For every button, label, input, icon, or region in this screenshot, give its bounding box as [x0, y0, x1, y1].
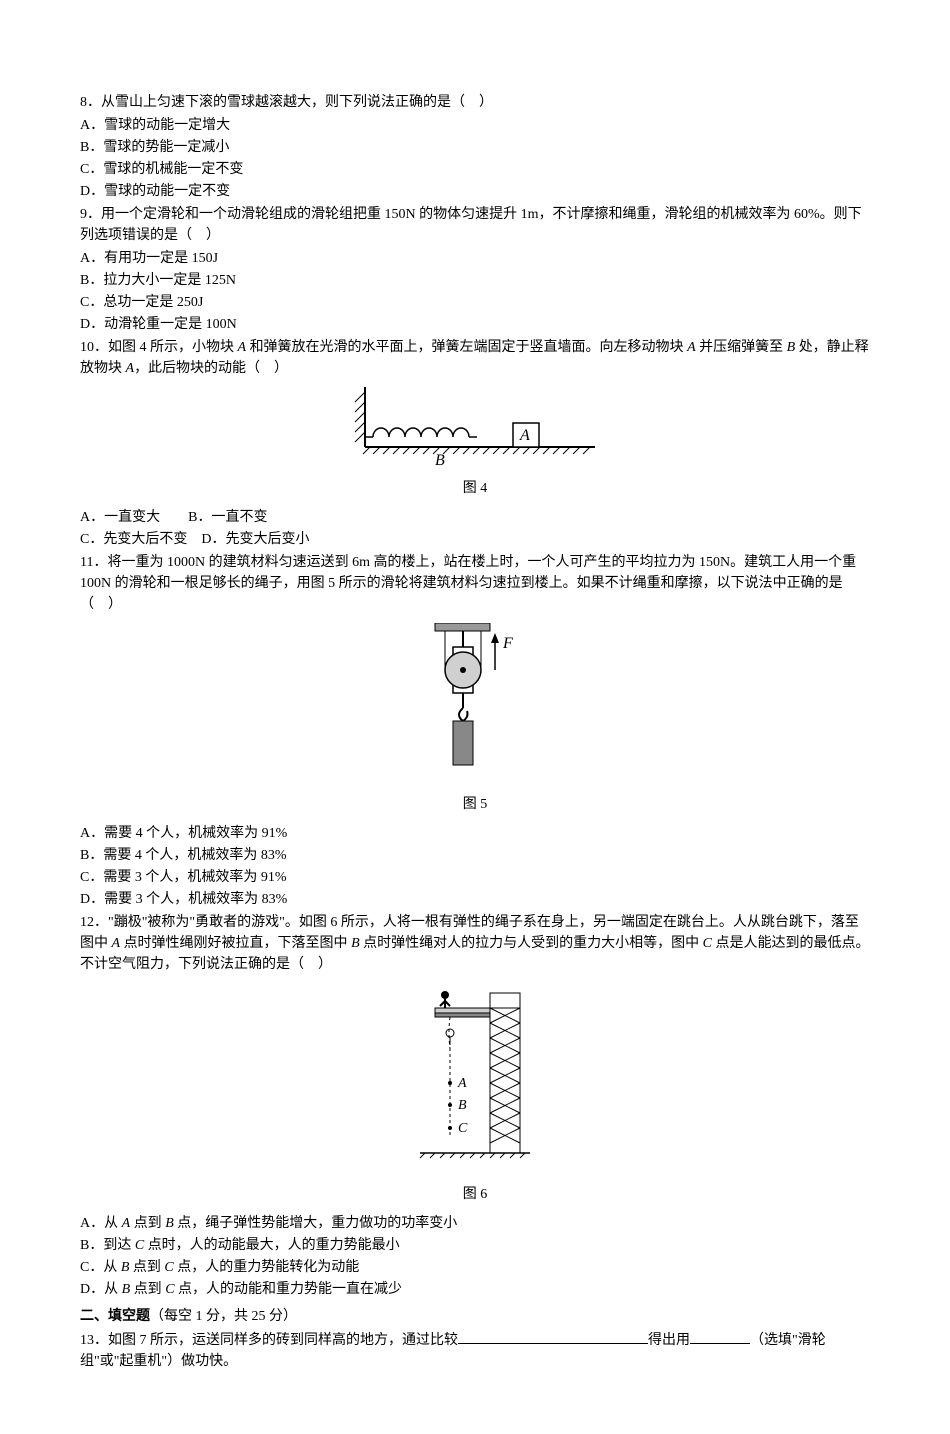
- q12-labA: A: [112, 936, 121, 951]
- q12-a-pre: A．从: [80, 1216, 122, 1231]
- q8-opt-b: B．雪球的势能一定减小: [80, 137, 870, 158]
- q10-A3: A: [126, 361, 135, 376]
- q10-B1: B: [787, 340, 796, 355]
- q11-opt-a: A．需要 4 个人，机械效率为 91%: [80, 823, 870, 844]
- q12-a-B: B: [165, 1216, 174, 1231]
- q10-opt-a: A．一直变大: [80, 510, 160, 525]
- q11-stem: 11．将一重为 1000N 的建筑材料匀速运送到 6m 高的楼上，站在楼上时，一…: [80, 552, 870, 615]
- q12-c-post: 点，人的重力势能转化为动能: [174, 1260, 360, 1275]
- section2-title: 二、填空题: [80, 1309, 150, 1324]
- fig6-label-c: C: [458, 1121, 468, 1136]
- q12-a-A: A: [122, 1216, 131, 1231]
- q13-blank1[interactable]: [458, 1329, 648, 1344]
- figure-4: B A 图 4: [80, 387, 870, 499]
- q12-d-C: C: [165, 1282, 174, 1297]
- q10-opt-d: D．先变大后变小: [201, 532, 309, 547]
- q12-b-post: 点时，人的动能最大，人的重力势能最小: [144, 1238, 400, 1253]
- q9-opt-a: A．有用功一定是 150J: [80, 248, 870, 269]
- q12-opt-b: B．到达 C 点时，人的动能最大，人的重力势能最小: [80, 1235, 870, 1256]
- q12-b-pre: B．到达: [80, 1238, 135, 1253]
- q9-stem: 9．用一个定滑轮和一个动滑轮组成的滑轮组把重 150N 的物体匀速提升 1m，不…: [80, 204, 870, 246]
- q10-stem-mid2: 并压缩弹簧至: [696, 340, 787, 355]
- q12-d-mid: 点到: [130, 1282, 165, 1297]
- section2-paren: （每空 1 分，共 25 分）: [150, 1309, 297, 1324]
- fig4-label-a: A: [519, 427, 530, 444]
- q8-opt-d: D．雪球的动能一定不变: [80, 181, 870, 202]
- fig6-caption: 图 6: [80, 1184, 870, 1205]
- q11-opt-c: C．需要 3 个人，机械效率为 91%: [80, 867, 870, 888]
- q12-stem-mid2: 点时弹性绳对人的拉力与人受到的重力大小相等，图中: [360, 936, 703, 951]
- q12-c-C: C: [164, 1260, 173, 1275]
- q12-stem-mid1: 点时弹性绳刚好被拉直，下落至图中: [120, 936, 351, 951]
- q12-a-mid: 点到: [130, 1216, 165, 1231]
- q11-opt-b: B．需要 4 个人，机械效率为 83%: [80, 845, 870, 866]
- q12-labC: C: [703, 936, 712, 951]
- fig4-label-b: B: [435, 452, 445, 467]
- q12-opt-d: D．从 B 点到 C 点，人的动能和重力势能一直在减少: [80, 1279, 870, 1300]
- fig6-label-b: B: [458, 1098, 467, 1113]
- fig5-caption: 图 5: [80, 794, 870, 815]
- fig4-caption: 图 4: [80, 478, 870, 499]
- q10-opt-row2: C．先变大后不变 D．先变大后变小: [80, 529, 870, 550]
- q8-opt-c: C．雪球的机械能一定不变: [80, 159, 870, 180]
- q10-stem-post: ，此后物块的动能（ ）: [134, 361, 288, 376]
- q9-opt-d: D．动滑轮重一定是 100N: [80, 314, 870, 335]
- q12-c-pre: C．从: [80, 1260, 121, 1275]
- q12-stem: 12．"蹦极"被称为"勇敢者的游戏"。如图 6 所示，人将一根有弹性的绳子系在身…: [80, 912, 870, 975]
- q8-opt-a: A．雪球的动能一定增大: [80, 115, 870, 136]
- q13-blank2[interactable]: [690, 1329, 750, 1344]
- figure-5: F 图 5: [80, 623, 870, 815]
- q12-opt-c: C．从 B 点到 C 点，人的重力势能转化为动能: [80, 1257, 870, 1278]
- q12-opt-a: A．从 A 点到 B 点，绳子弹性势能增大，重力做功的功率变小: [80, 1213, 870, 1234]
- fig6-label-a: A: [457, 1076, 467, 1091]
- q10-A1: A: [238, 340, 247, 355]
- section-2-header: 二、填空题（每空 1 分，共 25 分）: [80, 1306, 870, 1327]
- q12-d-post: 点，人的动能和重力势能一直在减少: [175, 1282, 403, 1297]
- q12-c-mid: 点到: [129, 1260, 164, 1275]
- q9-opt-b: B．拉力大小一定是 125N: [80, 270, 870, 291]
- q13: 13．如图 7 所示，运送同样多的砖到同样高的地方，通过比较得出用（选填"滑轮组…: [80, 1329, 870, 1372]
- q12-a-post: 点，绳子弹性势能增大，重力做功的功率变小: [174, 1216, 458, 1231]
- fig5-label-f: F: [502, 635, 513, 652]
- q12-d-B: B: [122, 1282, 131, 1297]
- q10-stem-pre: 10．如图 4 所示，小物块: [80, 340, 238, 355]
- q10-stem: 10．如图 4 所示，小物块 A 和弹簧放在光滑的水平面上，弹簧左端固定于竖直墙…: [80, 337, 870, 379]
- figure-6: A B C 图 6: [80, 983, 870, 1205]
- q10-opt-row1: A．一直变大 B．一直不变: [80, 507, 870, 528]
- q10-A2: A: [687, 340, 696, 355]
- q8-stem: 8．从雪山上匀速下滚的雪球越滚越大，则下列说法正确的是（ ）: [80, 92, 870, 113]
- q13-pre: 13．如图 7 所示，运送同样多的砖到同样高的地方，通过比较: [80, 1333, 458, 1348]
- q10-opt-b: B．一直不变: [188, 510, 267, 525]
- q10-opt-c: C．先变大后不变: [80, 532, 187, 547]
- q10-stem-mid1: 和弹簧放在光滑的水平面上，弹簧左端固定于竖直墙面。向左移动物块: [246, 340, 687, 355]
- q12-b-C: C: [135, 1238, 144, 1253]
- q9-opt-c: C．总功一定是 250J: [80, 292, 870, 313]
- q11-opt-d: D．需要 3 个人，机械效率为 83%: [80, 889, 870, 910]
- q12-d-pre: D．从: [80, 1282, 122, 1297]
- q12-labB: B: [351, 936, 360, 951]
- q13-mid: 得出用: [648, 1333, 690, 1348]
